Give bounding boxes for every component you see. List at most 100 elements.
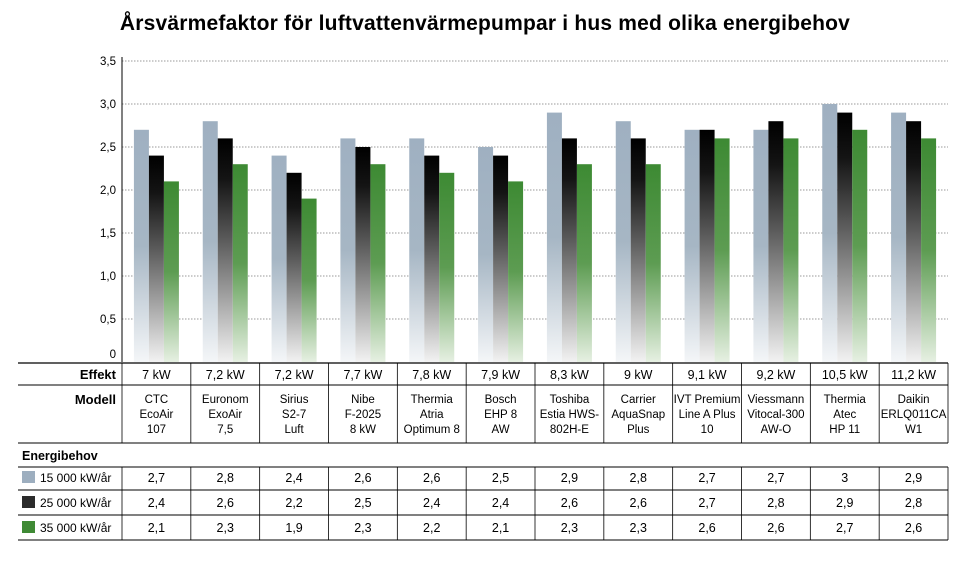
modell-cell-line: 7,5 xyxy=(217,424,233,436)
y-tick-label: 2,5 xyxy=(100,142,116,154)
value-cell: 2,7 xyxy=(698,471,715,485)
value-cell: 2,6 xyxy=(767,521,784,535)
value-cell: 1,9 xyxy=(285,521,302,535)
value-cell: 2,6 xyxy=(561,496,578,510)
modell-cell-line: Carrier xyxy=(621,394,656,406)
value-cell: 2,6 xyxy=(423,471,440,485)
modell-cell-line: Daikin xyxy=(898,394,930,406)
value-cell: 2,3 xyxy=(217,521,234,535)
bar-1-1 xyxy=(133,129,149,362)
bar-1-10 xyxy=(753,129,769,362)
bar-2-4 xyxy=(355,147,371,362)
value-cell: 2,6 xyxy=(698,521,715,535)
y-tick-label: 0,5 xyxy=(100,314,116,326)
value-cell: 2,3 xyxy=(561,521,578,535)
modell-cell-line: HP 11 xyxy=(829,424,860,436)
value-cell: 2,6 xyxy=(905,521,922,535)
bar-3-1 xyxy=(163,181,179,362)
modell-cell-line: Nibe xyxy=(351,394,375,406)
value-cell: 2,3 xyxy=(354,521,371,535)
bar-2-10 xyxy=(768,121,784,362)
bar-3-4 xyxy=(370,164,386,362)
modell-cell-line: Optimum 8 xyxy=(404,424,460,436)
bar-1-6 xyxy=(478,147,494,362)
modell-cell-line: Line A Plus xyxy=(679,409,736,421)
value-cell: 2,8 xyxy=(630,471,647,485)
modell-cell-line: 107 xyxy=(147,424,166,436)
value-cell: 2,7 xyxy=(767,471,784,485)
value-cell: 2,6 xyxy=(354,471,371,485)
modell-cell-line: 10 xyxy=(701,424,714,436)
bar-3-11 xyxy=(852,129,868,362)
modell-cell-line: 802H-E xyxy=(550,424,589,436)
legend-swatch-2 xyxy=(22,496,35,508)
effekt-cell: 7,2 kW xyxy=(275,368,314,382)
bar-1-11 xyxy=(822,104,838,362)
bar-2-2 xyxy=(217,138,233,362)
bar-2-5 xyxy=(424,155,440,362)
bar-3-6 xyxy=(508,181,524,362)
legend-label-3: 35 000 kW/år xyxy=(40,521,111,535)
modell-cell-line: AW xyxy=(492,424,510,436)
modell-cell-line: Vitocal-300 xyxy=(747,409,804,421)
value-cell: 2,9 xyxy=(905,471,922,485)
value-cell: 2,9 xyxy=(836,496,853,510)
modell-cell-line: 8 kW xyxy=(350,424,376,436)
effekt-cell: 11,2 kW xyxy=(891,368,936,382)
value-cell: 2,6 xyxy=(217,496,234,510)
modell-cell-line: W1 xyxy=(905,424,922,436)
legend-label-1: 15 000 kW/år xyxy=(40,471,111,485)
modell-cell-line: Estia HWS- xyxy=(540,409,600,421)
modell-cell-line: Atec xyxy=(833,409,856,421)
effekt-cell: 7,7 kW xyxy=(343,368,382,382)
y-tick-label: 0 xyxy=(110,349,116,361)
bar-1-7 xyxy=(546,112,562,362)
value-cell: 2,2 xyxy=(423,521,440,535)
effekt-cell: 10,5 kW xyxy=(822,368,868,382)
value-cell: 2,8 xyxy=(905,496,922,510)
value-cell: 2,5 xyxy=(492,471,509,485)
modell-cell-line: AW-O xyxy=(761,424,792,436)
value-cell: 2,7 xyxy=(698,496,715,510)
legend-swatch-1 xyxy=(22,471,35,483)
bar-3-3 xyxy=(301,198,317,362)
value-cell: 2,4 xyxy=(148,496,165,510)
value-cell: 2,1 xyxy=(492,521,509,535)
row-label-modell: Modell xyxy=(75,392,116,407)
value-cell: 2,7 xyxy=(148,471,165,485)
legend-swatch-3 xyxy=(22,521,35,533)
value-cell: 2,1 xyxy=(148,521,165,535)
value-cell: 2,4 xyxy=(423,496,440,510)
modell-cell-line: EcoAir xyxy=(139,409,173,421)
effekt-cell: 9,1 kW xyxy=(688,368,727,382)
y-tick-label: 1,0 xyxy=(100,271,116,283)
value-cell: 2,2 xyxy=(285,496,302,510)
value-cell: 2,3 xyxy=(630,521,647,535)
modell-cell-line: EHP 8 xyxy=(484,409,517,421)
bar-1-12 xyxy=(891,112,907,362)
value-cell: 2,6 xyxy=(630,496,647,510)
bar-3-7 xyxy=(576,164,592,362)
bar-2-9 xyxy=(699,129,715,362)
value-cell: 2,4 xyxy=(492,496,509,510)
modell-cell-line: Euronom xyxy=(202,394,249,406)
y-tick-label: 1,5 xyxy=(100,228,116,240)
bar-2-8 xyxy=(630,138,646,362)
value-cell: 2,9 xyxy=(561,471,578,485)
modell-cell-line: Viessmann xyxy=(748,394,805,406)
modell-cell-line: Thermia xyxy=(824,394,867,406)
bar-3-8 xyxy=(645,164,661,362)
bar-3-2 xyxy=(232,164,248,362)
y-tick-label: 2,0 xyxy=(100,185,116,197)
bar-1-9 xyxy=(684,129,700,362)
bar-1-2 xyxy=(202,121,218,362)
modell-cell-line: ExoAir xyxy=(208,409,242,421)
chart-title: Årsvärmefaktor för luftvattenvärmepumpar… xyxy=(119,12,851,35)
bar-3-5 xyxy=(439,172,455,362)
effekt-cell: 8,3 kW xyxy=(550,368,589,382)
modell-cell-line: S2-7 xyxy=(282,409,306,421)
bar-3-10 xyxy=(783,138,799,362)
modell-cell-line: CTC xyxy=(145,394,169,406)
modell-cell-line: IVT Premium xyxy=(674,394,741,406)
bar-1-5 xyxy=(409,138,425,362)
